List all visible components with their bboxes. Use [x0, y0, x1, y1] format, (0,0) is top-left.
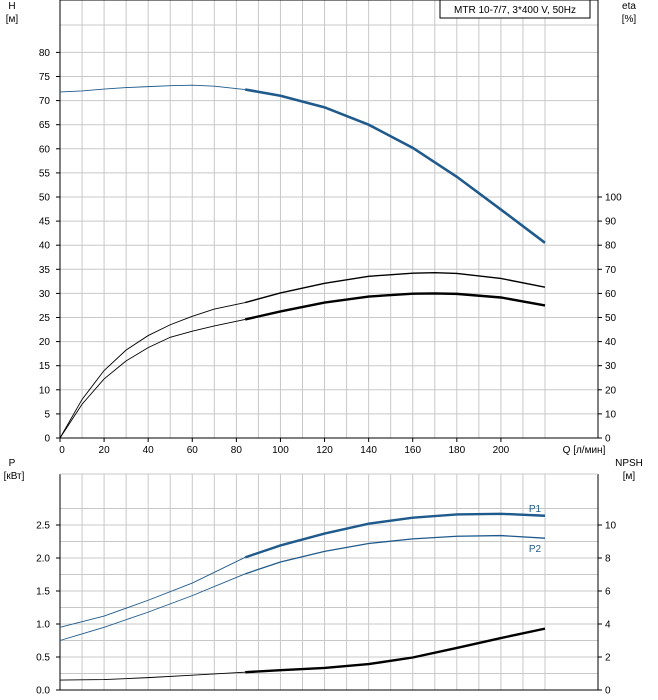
npsh-tick-label: 4	[605, 620, 611, 631]
power-axis-title: P	[9, 458, 16, 469]
power-p1-curve-thin	[59, 556, 246, 628]
head-curve	[59, 84, 546, 244]
npsh-tick-label: 8	[605, 554, 611, 565]
head-tick-label: 0	[44, 434, 50, 445]
power-p2-curve-thin	[59, 573, 246, 641]
power-p1-curve: P1	[59, 504, 546, 628]
efficiency-curve-upper-bold	[244, 271, 546, 304]
power-p2-curve: P2	[59, 534, 546, 641]
efficiency-curve-lower	[59, 292, 546, 439]
head-tick-label: 20	[39, 337, 51, 348]
bottom-grid	[60, 474, 598, 690]
power-p1-curve-bold	[244, 512, 546, 559]
flow-tick-label: 20	[99, 445, 111, 456]
head-tick-label: 65	[39, 120, 51, 131]
power-tick-label: 0.5	[36, 653, 50, 664]
power-tick-label: 2.0	[36, 554, 50, 565]
power-tick-label: 0.0	[36, 686, 50, 697]
head-tick-label: 60	[39, 144, 51, 155]
npsh-tick-label: 2	[605, 653, 611, 664]
efficiency-tick-label: 30	[605, 361, 617, 372]
flow-tick-label: 0	[59, 445, 65, 456]
flow-tick-label: 160	[404, 445, 421, 456]
flow-tick-label: 140	[360, 445, 377, 456]
efficiency-tick-label: 0	[605, 434, 611, 445]
npsh-curve-thin	[59, 671, 246, 681]
efficiency-tick-label: 70	[605, 265, 617, 276]
npsh-axis-title: NPSH	[615, 458, 643, 469]
npsh-tick-label: 10	[605, 521, 617, 532]
flow-tick-label: 40	[143, 445, 155, 456]
efficiency-axis-title: eta	[622, 1, 636, 12]
npsh-curve-bold	[245, 627, 546, 674]
efficiency-curve-upper	[59, 271, 546, 439]
efficiency-curve-lower-bold	[244, 292, 546, 321]
power-axis-unit: [кВт]	[4, 471, 25, 482]
npsh-curve	[59, 627, 546, 681]
efficiency-curve-upper-thin	[59, 302, 246, 439]
efficiency-axis-unit: [%]	[622, 14, 637, 25]
head-tick-label: 30	[39, 289, 51, 300]
head-tick-label: 80	[39, 48, 51, 59]
power-p1-curve-label: P1	[529, 504, 542, 515]
flow-tick-label: 100	[272, 445, 289, 456]
power-p2-curve-label: P2	[529, 544, 542, 555]
efficiency-axis: 0 10 20 30 40 50 60 70 80 90 100	[598, 193, 622, 445]
flow-axis: 0 20 40 60 80 100 120 140 160 180 200 Q [л/мин]	[59, 438, 606, 456]
flow-tick-label: 60	[187, 445, 199, 456]
efficiency-tick-label: 40	[605, 337, 617, 348]
head-curve-bold	[244, 88, 546, 244]
head-tick-label: 35	[39, 265, 51, 276]
efficiency-tick-label: 90	[605, 217, 617, 228]
power-tick-label: 1.0	[36, 620, 50, 631]
head-tick-label: 40	[39, 241, 51, 252]
chart-title: MTR 10-7/7, 3*400 V, 50Hz	[454, 5, 576, 16]
head-axis-title: H	[8, 1, 15, 12]
power-tick-label: 2.5	[36, 521, 50, 532]
head-tick-label: 5	[44, 409, 50, 420]
flow-axis-title: Q [л/мин]	[563, 445, 606, 456]
power-axis: 0.0 0.5 1.0 1.5 2.0 2.5	[36, 521, 60, 697]
efficiency-tick-label: 60	[605, 289, 617, 300]
head-tick-label: 70	[39, 96, 51, 107]
head-tick-label: 15	[39, 361, 51, 372]
head-tick-label: 10	[39, 385, 51, 396]
npsh-axis-unit: [м]	[623, 471, 636, 482]
flow-tick-label: 200	[493, 445, 510, 456]
npsh-axis: 0 2 4 6 8 10	[598, 521, 617, 697]
chart-title-box: MTR 10-7/7, 3*400 V, 50Hz	[439, 0, 591, 19]
head-efficiency-panel: 0 5 10 15 20 25 30 35 40 45 50 55 60 65 70 75 80 0 10 20 30 4…	[6, 0, 637, 456]
power-tick-label: 1.5	[36, 587, 50, 598]
efficiency-tick-label: 50	[605, 313, 617, 324]
npsh-tick-label: 0	[605, 686, 611, 697]
head-tick-label: 75	[39, 72, 51, 83]
chart-title-frame	[439, 0, 591, 19]
head-tick-label: 55	[39, 168, 51, 179]
bottom-plot-frame	[59, 474, 599, 691]
flow-tick-label: 80	[231, 445, 243, 456]
head-tick-label: 25	[39, 313, 51, 324]
head-tick-label: 50	[39, 193, 51, 204]
efficiency-tick-label: 100	[605, 193, 622, 204]
npsh-tick-label: 6	[605, 587, 611, 598]
flow-tick-label: 180	[448, 445, 465, 456]
efficiency-tick-label: 10	[605, 409, 617, 420]
head-axis-unit: [м]	[6, 14, 19, 25]
efficiency-curve-lower-thin	[59, 318, 246, 439]
flow-tick-label: 120	[316, 445, 333, 456]
head-curve-thin	[59, 84, 246, 93]
top-grid	[60, 0, 598, 438]
power-npsh-panel: 0.0 0.5 1.0 1.5 2.0 2.5 0 2 4 6 8 10 P [кВт] NPSH [м] P1…	[4, 458, 643, 697]
head-axis: 0 5 10 15 20 25 30 35 40 45 50 55 60 65 70 75 80	[39, 48, 60, 445]
top-plot-frame	[59, 0, 599, 439]
power-p2-curve-bold	[244, 534, 546, 575]
head-tick-label: 45	[39, 217, 51, 228]
efficiency-tick-label: 80	[605, 241, 617, 252]
efficiency-tick-label: 20	[605, 385, 617, 396]
